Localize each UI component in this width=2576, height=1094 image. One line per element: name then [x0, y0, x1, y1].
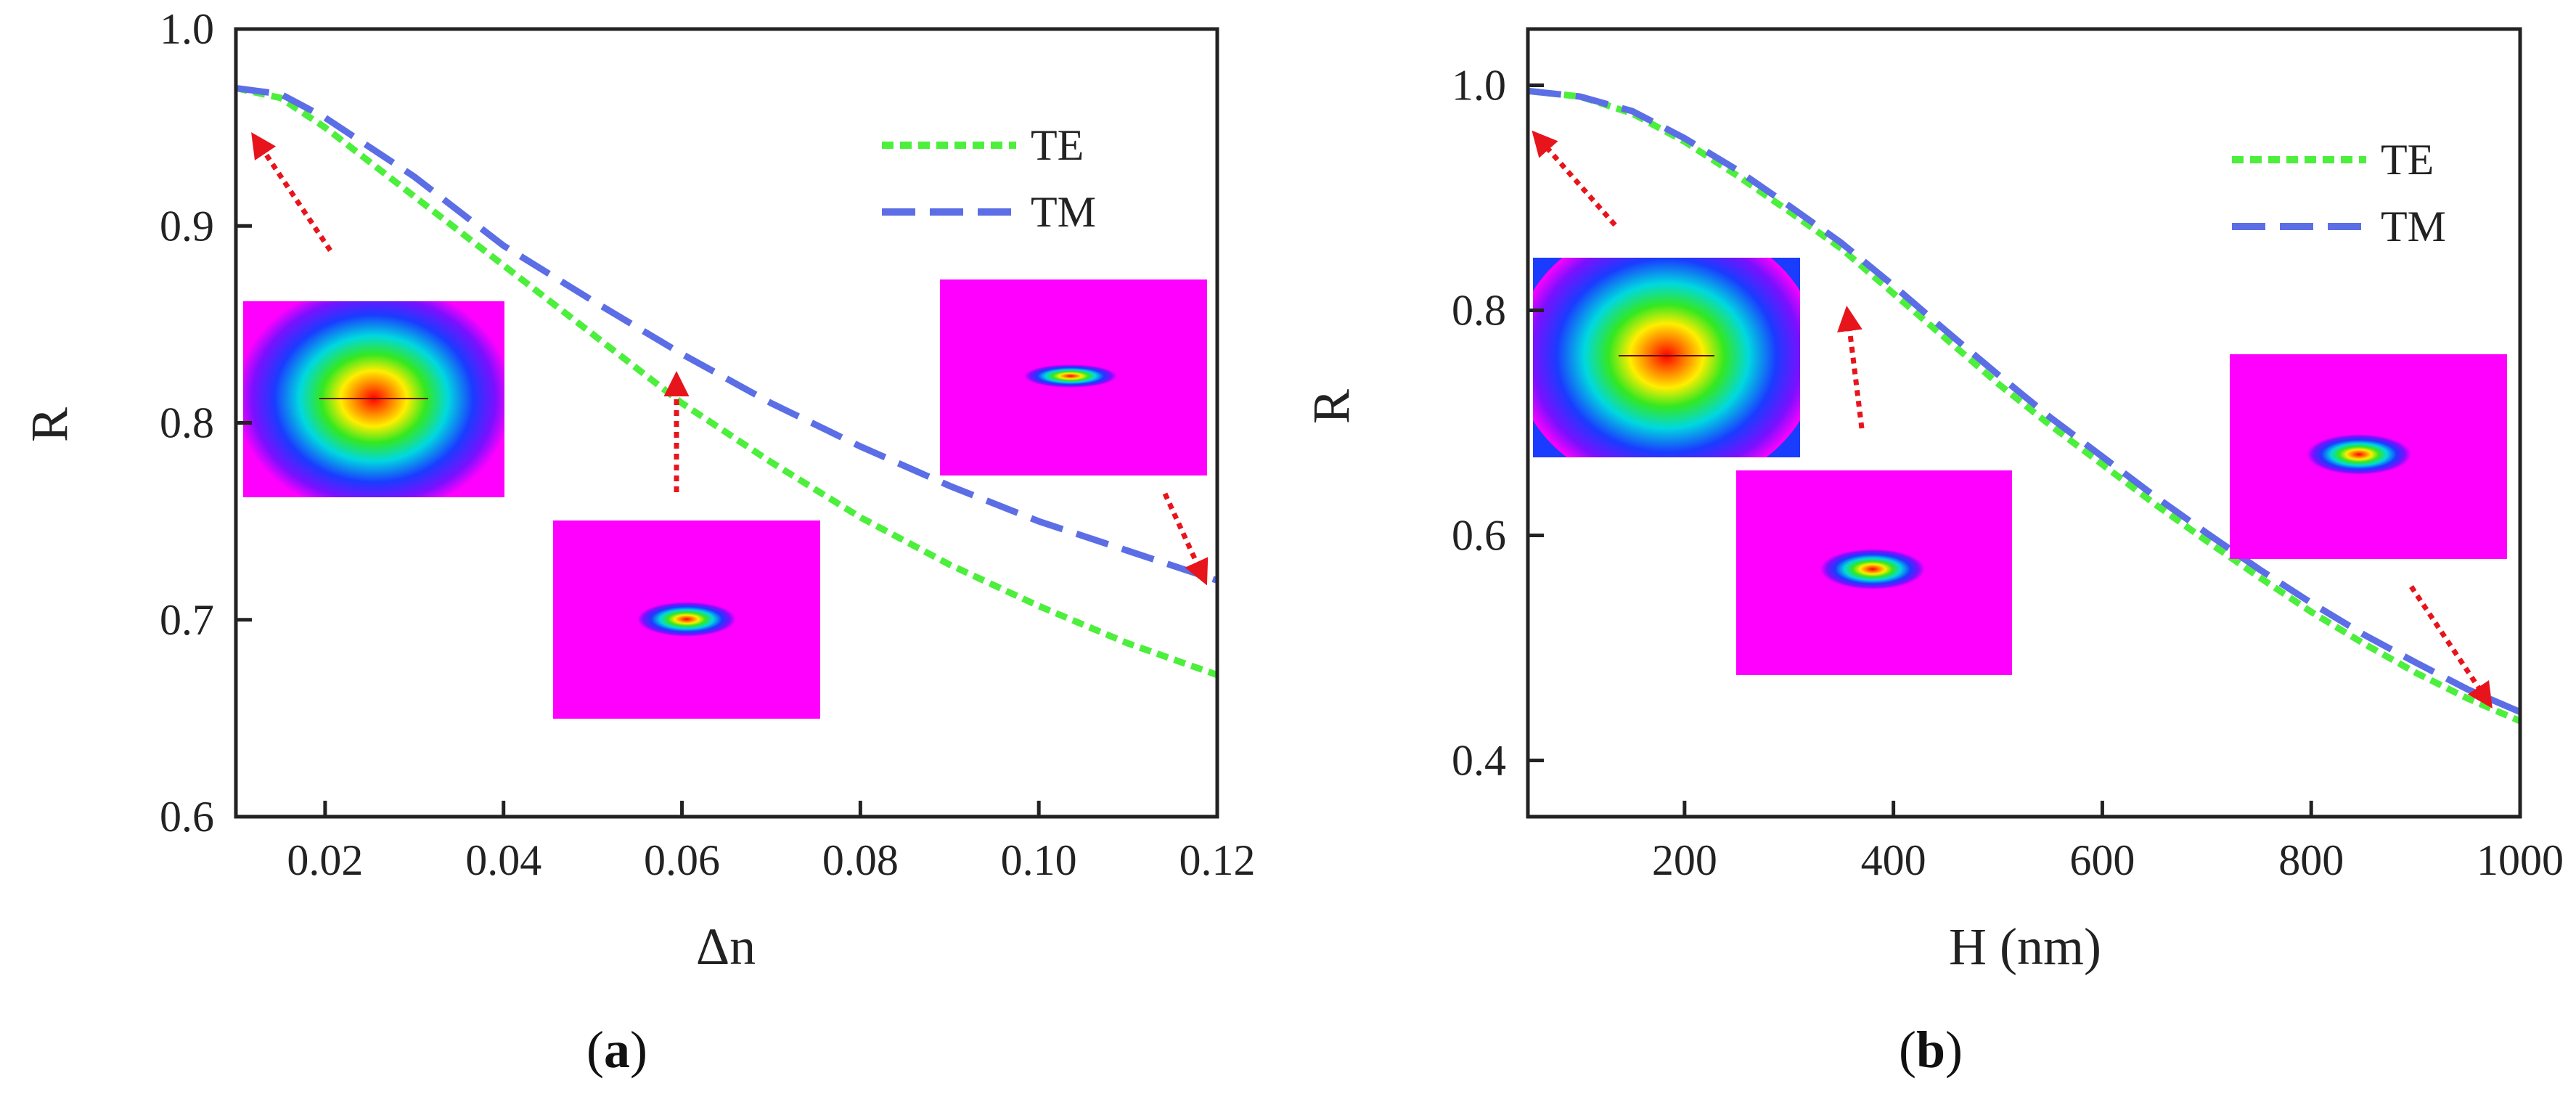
- panel-a-y-tick-label: 1.0: [160, 5, 214, 53]
- panel-a-caption: (a): [586, 1021, 647, 1079]
- panel-b-inset-middle: [1736, 470, 2012, 675]
- panel-b-y-axis-label: R: [1302, 389, 1360, 424]
- panel-a-x-axis-label: Δn: [696, 918, 756, 976]
- panel-a-inset-middle: [553, 521, 820, 719]
- panel-a-x-tick-label: 0.08: [822, 836, 899, 884]
- panel-b-legend: TE TM: [2232, 136, 2446, 250]
- panel-a-series-te-line: [235, 85, 1219, 678]
- panel-a-caption-letter: a: [604, 1021, 630, 1079]
- panel-b-x-ticks: 200 400 600 800 1000: [1652, 801, 2564, 884]
- panel-a-x-tick-label: 0.02: [287, 836, 363, 884]
- panel-a-y-tick-label: 0.7: [160, 596, 214, 644]
- panel-b-caption: (b): [1899, 1021, 1963, 1079]
- panel-b-arrow-3: [2409, 585, 2493, 709]
- panel-a-y-axis-label: R: [20, 407, 78, 442]
- panel-a-series: [235, 84, 1219, 678]
- panel-a-x-ticks: 0.02 0.04 0.06 0.08 0.10 0.12: [287, 801, 1256, 884]
- panel-a-legend-te-label: TE: [1031, 121, 1084, 169]
- panel-b-x-tick-label: 400: [1861, 836, 1926, 884]
- panel-b-y-ticks: 0.4 0.6 0.8 1.0: [1452, 62, 1544, 785]
- panel-b-x-tick-label: 600: [2069, 836, 2135, 884]
- panel-b-y-tick-label: 1.0: [1452, 62, 1506, 110]
- panel-a-y-tick-label: 0.6: [160, 793, 214, 841]
- panel-a-y-ticks: 0.6 0.7 0.8 0.9 1.0: [160, 5, 252, 841]
- panel-b-series-te-line: [1527, 87, 2522, 724]
- panel-a-inset-left: [243, 301, 504, 497]
- panel-b: 200 400 600 800 1000 0.4 0.6 0.8 1.0 H (nm) R T…: [1302, 27, 2564, 1079]
- panel-a-x-tick-label: 0.12: [1179, 836, 1256, 884]
- panel-a-x-tick-label: 0.06: [644, 836, 720, 884]
- panel-b-caption-letter: b: [1916, 1021, 1945, 1079]
- panel-b-y-tick-label: 0.8: [1452, 287, 1506, 335]
- panel-a: 0.02 0.04 0.06 0.08 0.10 0.12 0.6 0.7 0.8 0.9 1.0…: [20, 5, 1256, 1079]
- panel-b-plot-frame: [1526, 27, 2522, 819]
- panel-b-series: [1527, 87, 2522, 724]
- panel-a-legend-tm-label: TM: [1031, 188, 1096, 236]
- panel-a-legend: TE TM: [882, 121, 1096, 236]
- panel-a-arrow-1: [251, 132, 332, 252]
- panel-b-arrow-2: [1837, 306, 1865, 429]
- panel-b-series-tm-line: [1527, 87, 2522, 715]
- panel-b-inset-right: [2230, 354, 2507, 559]
- panel-b-x-tick-label: 800: [2278, 836, 2344, 884]
- panel-b-x-axis-label: H (nm): [1949, 918, 2101, 976]
- panel-a-x-tick-label: 0.04: [465, 836, 541, 884]
- panel-a-inset-right: [940, 279, 1207, 475]
- panel-b-x-tick-label: 1000: [2477, 836, 2564, 884]
- panel-a-arrow-3: [1162, 492, 1209, 586]
- panel-b-legend-te-label: TE: [2381, 136, 2434, 184]
- panel-a-x-tick-label: 0.10: [1001, 836, 1077, 884]
- panel-b-y-tick-label: 0.4: [1452, 737, 1506, 785]
- panel-b-legend-tm-label: TM: [2381, 203, 2446, 250]
- panel-a-y-tick-label: 0.8: [160, 399, 214, 447]
- panel-b-inset-left: [1533, 258, 1800, 457]
- panel-a-series-tm-line: [235, 84, 1219, 584]
- panel-b-y-tick-label: 0.6: [1452, 512, 1506, 560]
- panel-b-x-tick-label: 200: [1652, 836, 1717, 884]
- panel-a-y-tick-label: 0.9: [160, 202, 214, 250]
- panel-b-arrow-1: [1532, 130, 1617, 227]
